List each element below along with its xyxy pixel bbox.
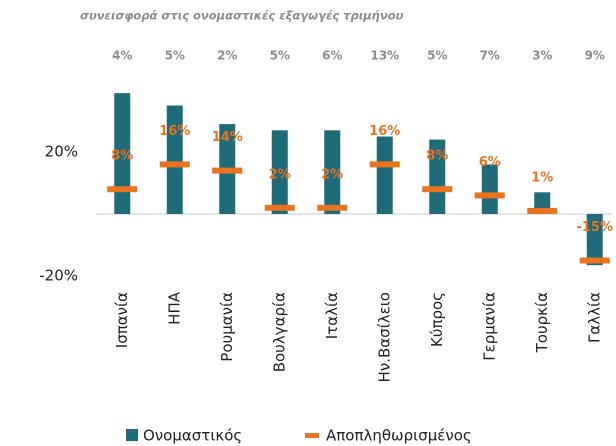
marker <box>369 161 400 168</box>
x-tick-label: Γαλλία <box>585 292 603 343</box>
data-label: 6% <box>479 155 501 170</box>
data-label: 14% <box>212 130 243 145</box>
marker <box>422 186 453 193</box>
bar <box>271 130 288 214</box>
x-tick-label: Ισπανία <box>113 292 131 348</box>
bar <box>481 164 498 214</box>
x-tick-label: Γερμανία <box>480 292 498 361</box>
data-label: 16% <box>159 124 190 139</box>
x-tick-label: Τουρκία <box>533 292 551 353</box>
marker <box>474 192 505 199</box>
bar <box>586 214 603 266</box>
chart-title: συνεισφορά στις ονομαστικές εξαγωγές τρι… <box>80 9 404 23</box>
top-label: 13% <box>370 49 399 63</box>
x-tick-label: Ιταλία <box>323 292 341 339</box>
x-tick-label: Ην.Βασίλειο <box>375 292 393 382</box>
x-tick-label: Βουλγαρία <box>270 292 288 372</box>
top-label: 5% <box>165 49 185 63</box>
marker <box>212 167 243 174</box>
marker <box>317 204 348 211</box>
top-label: 7% <box>480 49 500 63</box>
marker <box>579 257 610 264</box>
y-tick-label: 20% <box>45 143 78 161</box>
marker <box>107 186 138 193</box>
top-label: 5% <box>427 49 447 63</box>
data-label: 16% <box>369 124 400 139</box>
bar <box>324 130 341 214</box>
legend-label: Ονομαστικός <box>143 427 242 445</box>
bar <box>166 105 183 214</box>
marker <box>264 204 295 211</box>
data-label: 2% <box>321 167 343 182</box>
x-tick-label: Ρουμανία <box>218 292 236 362</box>
top-label: 6% <box>322 49 342 63</box>
data-label: -15% <box>576 220 613 235</box>
data-label: 8% <box>111 149 133 164</box>
y-tick-label: -20% <box>39 267 78 285</box>
top-label: 3% <box>532 49 552 63</box>
top-label: 4% <box>112 49 132 63</box>
top-label: 9% <box>585 49 605 63</box>
legend-swatch <box>126 429 138 441</box>
legend-swatch <box>305 433 319 438</box>
marker <box>159 161 190 168</box>
data-label: 2% <box>269 167 291 182</box>
top-label: 5% <box>270 49 290 63</box>
marker <box>527 207 558 214</box>
data-label: 8% <box>426 149 448 164</box>
bar <box>114 93 131 214</box>
legend-label: Αποπληθωρισμένος <box>326 427 472 445</box>
data-label: 1% <box>531 170 553 185</box>
bar <box>429 139 446 214</box>
bar <box>376 136 393 214</box>
x-tick-label: ΗΠΑ <box>165 291 183 325</box>
top-label: 2% <box>217 49 237 63</box>
x-tick-label: Κύπρος <box>428 292 446 347</box>
